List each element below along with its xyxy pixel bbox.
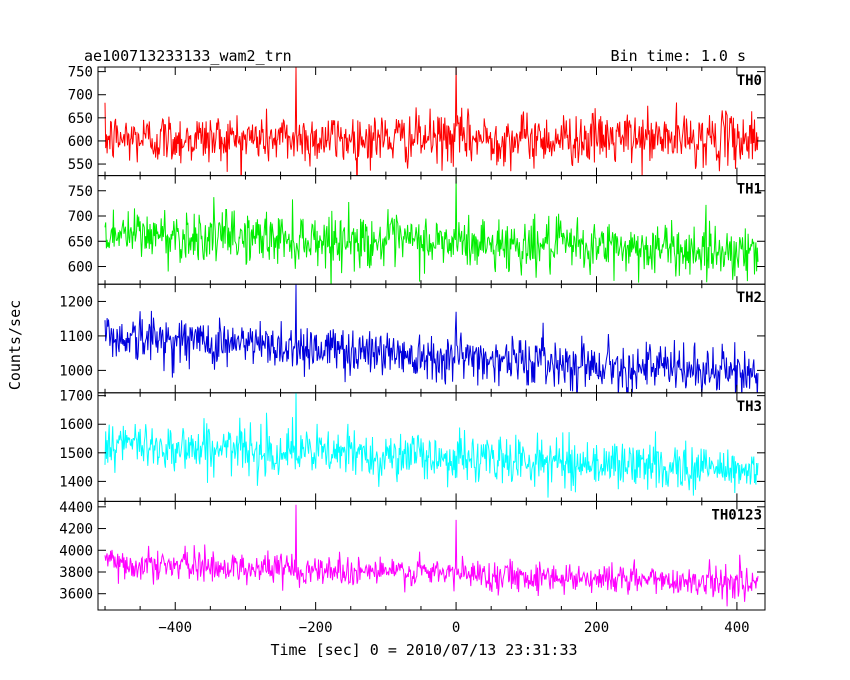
panel-label: TH0 — [737, 73, 762, 89]
panel-label: TH3 — [737, 399, 762, 415]
panels-group: 550 600 650 700 750 TH0 600 650 700 750 TH1 1000 110… — [59, 65, 766, 636]
x-tick-label: −400 — [158, 620, 192, 636]
y-tick-label: 1100 — [59, 329, 93, 345]
panel-frame — [97, 66, 766, 177]
y-tick-label: 4200 — [59, 522, 93, 538]
y-axis-title: Counts/sec — [6, 300, 24, 390]
series-th0 — [104, 67, 759, 176]
y-tick-label: 1400 — [59, 474, 93, 490]
y-tick-label: 750 — [68, 65, 93, 81]
y-tick-label: 550 — [68, 157, 93, 173]
y-tick-label: 650 — [68, 111, 93, 127]
series-th0123 — [104, 504, 759, 607]
y-tick-label: 600 — [68, 260, 93, 276]
y-tick-label: 600 — [68, 134, 93, 150]
x-tick-label: 0 — [452, 620, 460, 636]
chart-title: ae100713233133_wam2_trn — [84, 47, 292, 65]
x-tick-label: −200 — [299, 620, 333, 636]
x-tick-label: 400 — [724, 620, 749, 636]
y-tick-label: 700 — [68, 88, 93, 104]
y-tick-label: 750 — [68, 184, 93, 200]
panel-th0123: 3600 3800 4000 4200 4400 TH0123 — [59, 500, 766, 611]
bin-time-label: Bin time: 1.0 s — [611, 47, 746, 65]
x-axis-title: Time [sec] 0 = 2010/07/13 23:31:33 — [270, 641, 577, 659]
panel-label: TH1 — [737, 182, 762, 198]
y-tick-label: 700 — [68, 209, 93, 225]
y-tick-label: 1200 — [59, 294, 93, 310]
series-th3 — [104, 392, 759, 498]
y-tick-label: 3800 — [59, 565, 93, 581]
panel-th0: 550 600 650 700 750 TH0 — [68, 65, 766, 177]
series-th1 — [104, 176, 759, 285]
y-tick-label: 4400 — [59, 500, 93, 516]
y-tick-label: 1500 — [59, 446, 93, 462]
panel-th2: 1000 1100 1200 TH2 — [59, 283, 766, 394]
panel-frame — [97, 500, 766, 611]
panel-th3: 1400 1500 1600 1700 TH3 — [59, 389, 766, 502]
y-tick-label: 3600 — [59, 587, 93, 603]
y-tick-label: 650 — [68, 234, 93, 250]
series-th2 — [104, 284, 759, 393]
panel-th1: 600 650 700 750 TH1 — [68, 175, 766, 285]
y-tick-label: 1700 — [59, 389, 93, 405]
panel-label: TH2 — [737, 290, 762, 306]
panel-label: TH0123 — [711, 507, 762, 523]
x-tick-label: 200 — [584, 620, 609, 636]
y-tick-label: 1600 — [59, 417, 93, 433]
y-tick-label: 1000 — [59, 363, 93, 379]
y-tick-label: 4000 — [59, 543, 93, 559]
